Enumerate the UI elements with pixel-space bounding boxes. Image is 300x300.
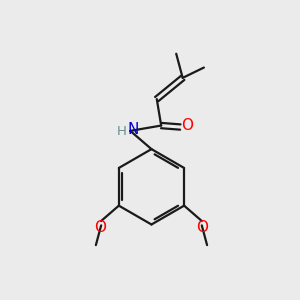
Text: H: H [117,125,127,138]
Text: O: O [196,220,208,235]
Text: O: O [94,220,106,235]
Text: N: N [128,122,139,137]
Text: O: O [181,118,193,134]
